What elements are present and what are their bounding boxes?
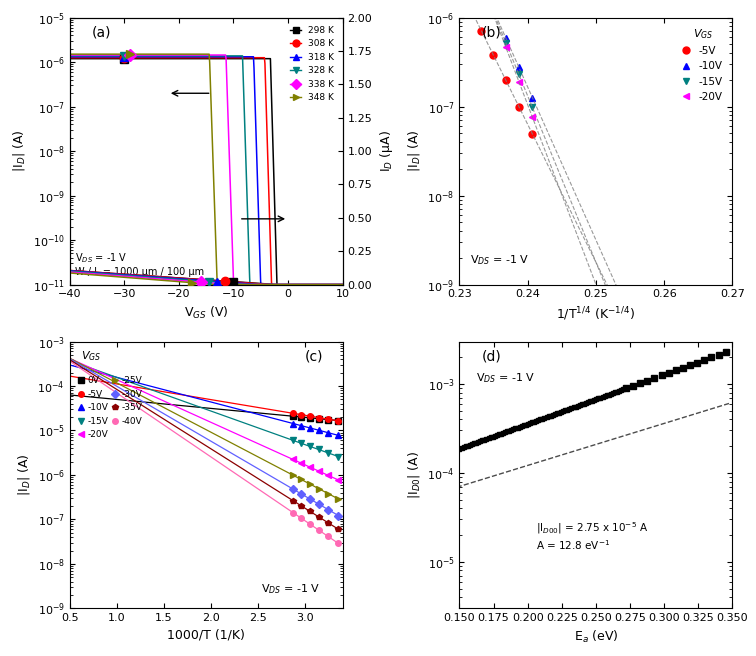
-15V: [501, 39, 510, 47]
Y-axis label: |I$_D$| (A): |I$_D$| (A): [16, 454, 32, 496]
-15V: [528, 104, 537, 112]
-5V: [528, 130, 537, 138]
X-axis label: 1/T$^{1/4}$ (K$^{-1/4}$): 1/T$^{1/4}$ (K$^{-1/4}$): [556, 305, 636, 323]
Text: (c): (c): [305, 350, 324, 363]
Line: -15V: -15V: [466, 0, 536, 111]
Line: -10V: -10V: [466, 0, 536, 101]
Legend: 0V, -5V, -10V, -15V, -20V, -25V, -30V, -35V, -40V: 0V, -5V, -10V, -15V, -20V, -25V, -30V, -…: [74, 373, 146, 443]
-15V: [514, 70, 523, 78]
-5V: [489, 51, 498, 59]
Line: -5V: -5V: [466, 4, 536, 137]
Text: V$_{DS}$ = -1 V: V$_{DS}$ = -1 V: [470, 253, 530, 267]
-20V: [528, 113, 537, 121]
Text: (a): (a): [91, 26, 111, 40]
-10V: [514, 64, 523, 72]
Legend: -5V, -10V, -15V, -20V: -5V, -10V, -15V, -20V: [678, 23, 727, 106]
Text: (d): (d): [482, 350, 501, 363]
X-axis label: V$_{GS}$ (V): V$_{GS}$ (V): [184, 305, 228, 321]
-20V: [501, 43, 510, 51]
Y-axis label: |I$_{D0}$| (A): |I$_{D0}$| (A): [406, 451, 422, 499]
-15V: [489, 9, 498, 16]
Text: |I$_{D00}$| = 2.75 x 10$^{-5}$ A
A = 12.8 eV$^{-1}$: |I$_{D00}$| = 2.75 x 10$^{-5}$ A A = 12.…: [536, 520, 648, 552]
-10V: [528, 94, 537, 102]
Legend: 298 K, 308 K, 318 K, 328 K, 338 K, 348 K: 298 K, 308 K, 318 K, 328 K, 338 K, 348 K: [287, 22, 338, 106]
-20V: [489, 10, 498, 18]
X-axis label: E$_a$ (eV): E$_a$ (eV): [574, 629, 618, 645]
-10V: [489, 7, 498, 14]
-5V: [501, 77, 510, 85]
Y-axis label: I$_D$ (μA): I$_D$ (μA): [378, 130, 395, 172]
Text: (b): (b): [482, 26, 501, 40]
-5V: [514, 102, 523, 110]
X-axis label: 1000/T (1/K): 1000/T (1/K): [167, 629, 245, 642]
-10V: [501, 34, 510, 42]
Text: V$_{DS}$ = -1 V
W / L = 1000 μm / 100 μm: V$_{DS}$ = -1 V W / L = 1000 μm / 100 μm: [75, 251, 204, 277]
-5V: [477, 27, 486, 35]
Text: $V_{GS}$: $V_{GS}$: [81, 350, 101, 363]
Text: V$_{DS}$ = -1 V: V$_{DS}$ = -1 V: [261, 583, 321, 596]
-20V: [514, 77, 523, 85]
Text: V$_{DS}$ = -1 V: V$_{DS}$ = -1 V: [476, 371, 535, 385]
Y-axis label: |I$_D$| (A): |I$_D$| (A): [406, 130, 422, 173]
Y-axis label: |I$_D$| (A): |I$_D$| (A): [11, 130, 27, 173]
Line: -20V: -20V: [466, 0, 536, 121]
-5V: [466, 4, 475, 12]
